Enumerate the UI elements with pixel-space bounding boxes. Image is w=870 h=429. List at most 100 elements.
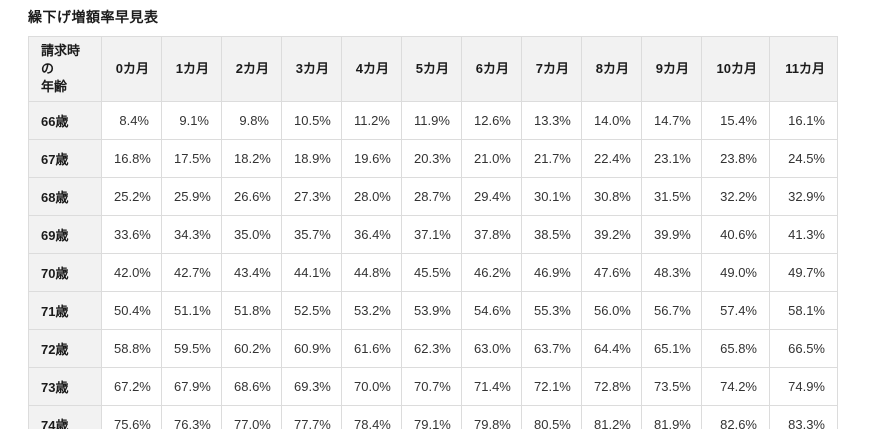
rate-cell: 67.2% bbox=[101, 367, 162, 406]
rate-cell: 58.1% bbox=[769, 291, 838, 330]
rate-cell: 43.4% bbox=[221, 253, 282, 292]
age-header-line1: 請求時の bbox=[41, 43, 81, 76]
rate-cell: 33.6% bbox=[101, 215, 162, 254]
rate-cell: 23.8% bbox=[701, 139, 770, 178]
month-column-header-7: 7カ月 bbox=[521, 36, 582, 102]
rate-cell: 69.3% bbox=[281, 367, 342, 406]
header-row: 請求時の 年齢 0カ月 1カ月 2カ月 3カ月 4カ月 5カ月 6カ月 7カ月 … bbox=[28, 36, 838, 102]
rate-cell: 15.4% bbox=[701, 101, 770, 140]
rate-cell: 49.7% bbox=[769, 253, 838, 292]
rate-cell: 57.4% bbox=[701, 291, 770, 330]
month-column-header-8: 8カ月 bbox=[581, 36, 642, 102]
rate-cell: 18.9% bbox=[281, 139, 342, 178]
rate-cell: 79.8% bbox=[461, 405, 522, 429]
rate-cell: 34.3% bbox=[161, 215, 222, 254]
age-cell: 68歳 bbox=[28, 177, 102, 216]
rate-cell: 79.1% bbox=[401, 405, 462, 429]
page-title: 繰下げ増額率早見表 bbox=[28, 9, 159, 25]
rate-cell: 12.6% bbox=[461, 101, 522, 140]
rate-cell: 39.2% bbox=[581, 215, 642, 254]
rate-cell: 31.5% bbox=[641, 177, 702, 216]
rate-cell: 61.6% bbox=[341, 329, 402, 368]
rate-cell: 66.5% bbox=[769, 329, 838, 368]
rate-cell: 44.8% bbox=[341, 253, 402, 292]
rate-cell: 11.9% bbox=[401, 101, 462, 140]
age-cell: 66歳 bbox=[28, 101, 102, 140]
rate-cell: 19.6% bbox=[341, 139, 402, 178]
month-column-header-11: 11カ月 bbox=[769, 36, 838, 102]
rate-cell: 45.5% bbox=[401, 253, 462, 292]
month-column-header-4: 4カ月 bbox=[341, 36, 402, 102]
rate-cell: 53.9% bbox=[401, 291, 462, 330]
rate-cell: 25.9% bbox=[161, 177, 222, 216]
table-row: 67歳 16.8% 17.5% 18.2% 18.9% 19.6% 20.3% 21.0% 21… bbox=[28, 139, 838, 178]
rate-cell: 13.3% bbox=[521, 101, 582, 140]
rate-cell: 82.6% bbox=[701, 405, 770, 429]
table-row: 70歳 42.0% 42.7% 43.4% 44.1% 44.8% 45.5% 46.2% 46… bbox=[28, 253, 838, 292]
rate-cell: 37.1% bbox=[401, 215, 462, 254]
month-column-header-2: 2カ月 bbox=[221, 36, 282, 102]
age-cell: 67歳 bbox=[28, 139, 102, 178]
table-row: 74歳 75.6% 76.3% 77.0% 77.7% 78.4% 79.1% 79.8% 80… bbox=[28, 405, 838, 429]
rate-cell: 68.6% bbox=[221, 367, 282, 406]
rate-cell: 42.7% bbox=[161, 253, 222, 292]
rate-cell: 26.6% bbox=[221, 177, 282, 216]
rate-cell: 59.5% bbox=[161, 329, 222, 368]
rate-cell: 20.3% bbox=[401, 139, 462, 178]
rate-cell: 17.5% bbox=[161, 139, 222, 178]
rate-cell: 55.3% bbox=[521, 291, 582, 330]
rate-cell: 51.1% bbox=[161, 291, 222, 330]
age-column-header: 請求時の 年齢 bbox=[28, 36, 102, 102]
rate-cell: 80.5% bbox=[521, 405, 582, 429]
rate-cell: 8.4% bbox=[101, 101, 162, 140]
rate-cell: 39.9% bbox=[641, 215, 702, 254]
rate-cell: 24.5% bbox=[769, 139, 838, 178]
rate-cell: 23.1% bbox=[641, 139, 702, 178]
rate-cell: 62.3% bbox=[401, 329, 462, 368]
rate-cell: 67.9% bbox=[161, 367, 222, 406]
rate-cell: 72.1% bbox=[521, 367, 582, 406]
table-row: 71歳 50.4% 51.1% 51.8% 52.5% 53.2% 53.9% 54.6% 55… bbox=[28, 291, 838, 330]
rate-cell: 16.1% bbox=[769, 101, 838, 140]
rate-cell: 46.9% bbox=[521, 253, 582, 292]
table-row: 66歳 8.4% 9.1% 9.8% 10.5% 11.2% 11.9% 12.6% 13.3%… bbox=[28, 101, 838, 140]
rate-cell: 78.4% bbox=[341, 405, 402, 429]
month-column-header-6: 6カ月 bbox=[461, 36, 522, 102]
rate-cell: 38.5% bbox=[521, 215, 582, 254]
rate-cell: 56.7% bbox=[641, 291, 702, 330]
rate-cell: 22.4% bbox=[581, 139, 642, 178]
rate-cell: 74.2% bbox=[701, 367, 770, 406]
rate-cell: 60.9% bbox=[281, 329, 342, 368]
rate-cell: 51.8% bbox=[221, 291, 282, 330]
age-cell: 71歳 bbox=[28, 291, 102, 330]
rate-cell: 56.0% bbox=[581, 291, 642, 330]
rate-cell: 77.0% bbox=[221, 405, 282, 429]
rate-cell: 30.1% bbox=[521, 177, 582, 216]
rate-cell: 21.0% bbox=[461, 139, 522, 178]
rate-cell: 18.2% bbox=[221, 139, 282, 178]
rate-cell: 32.9% bbox=[769, 177, 838, 216]
increase-rate-table: 請求時の 年齢 0カ月 1カ月 2カ月 3カ月 4カ月 5カ月 6カ月 7カ月 … bbox=[28, 36, 838, 429]
month-column-header-3: 3カ月 bbox=[281, 36, 342, 102]
month-column-header-0: 0カ月 bbox=[101, 36, 162, 102]
rate-cell: 52.5% bbox=[281, 291, 342, 330]
rate-cell: 77.7% bbox=[281, 405, 342, 429]
month-column-header-1: 1カ月 bbox=[161, 36, 222, 102]
age-cell: 70歳 bbox=[28, 253, 102, 292]
rate-cell: 36.4% bbox=[341, 215, 402, 254]
rate-cell: 64.4% bbox=[581, 329, 642, 368]
rate-cell: 35.7% bbox=[281, 215, 342, 254]
rate-cell: 71.4% bbox=[461, 367, 522, 406]
rate-cell: 14.7% bbox=[641, 101, 702, 140]
rate-cell: 10.5% bbox=[281, 101, 342, 140]
rate-cell: 58.8% bbox=[101, 329, 162, 368]
rate-cell: 70.7% bbox=[401, 367, 462, 406]
rate-cell: 74.9% bbox=[769, 367, 838, 406]
rate-cell: 53.2% bbox=[341, 291, 402, 330]
rate-cell: 47.6% bbox=[581, 253, 642, 292]
rate-table-body: 66歳 8.4% 9.1% 9.8% 10.5% 11.2% 11.9% 12.6% 13.3%… bbox=[28, 101, 838, 429]
rate-cell: 44.1% bbox=[281, 253, 342, 292]
rate-cell: 49.0% bbox=[701, 253, 770, 292]
rate-cell: 72.8% bbox=[581, 367, 642, 406]
